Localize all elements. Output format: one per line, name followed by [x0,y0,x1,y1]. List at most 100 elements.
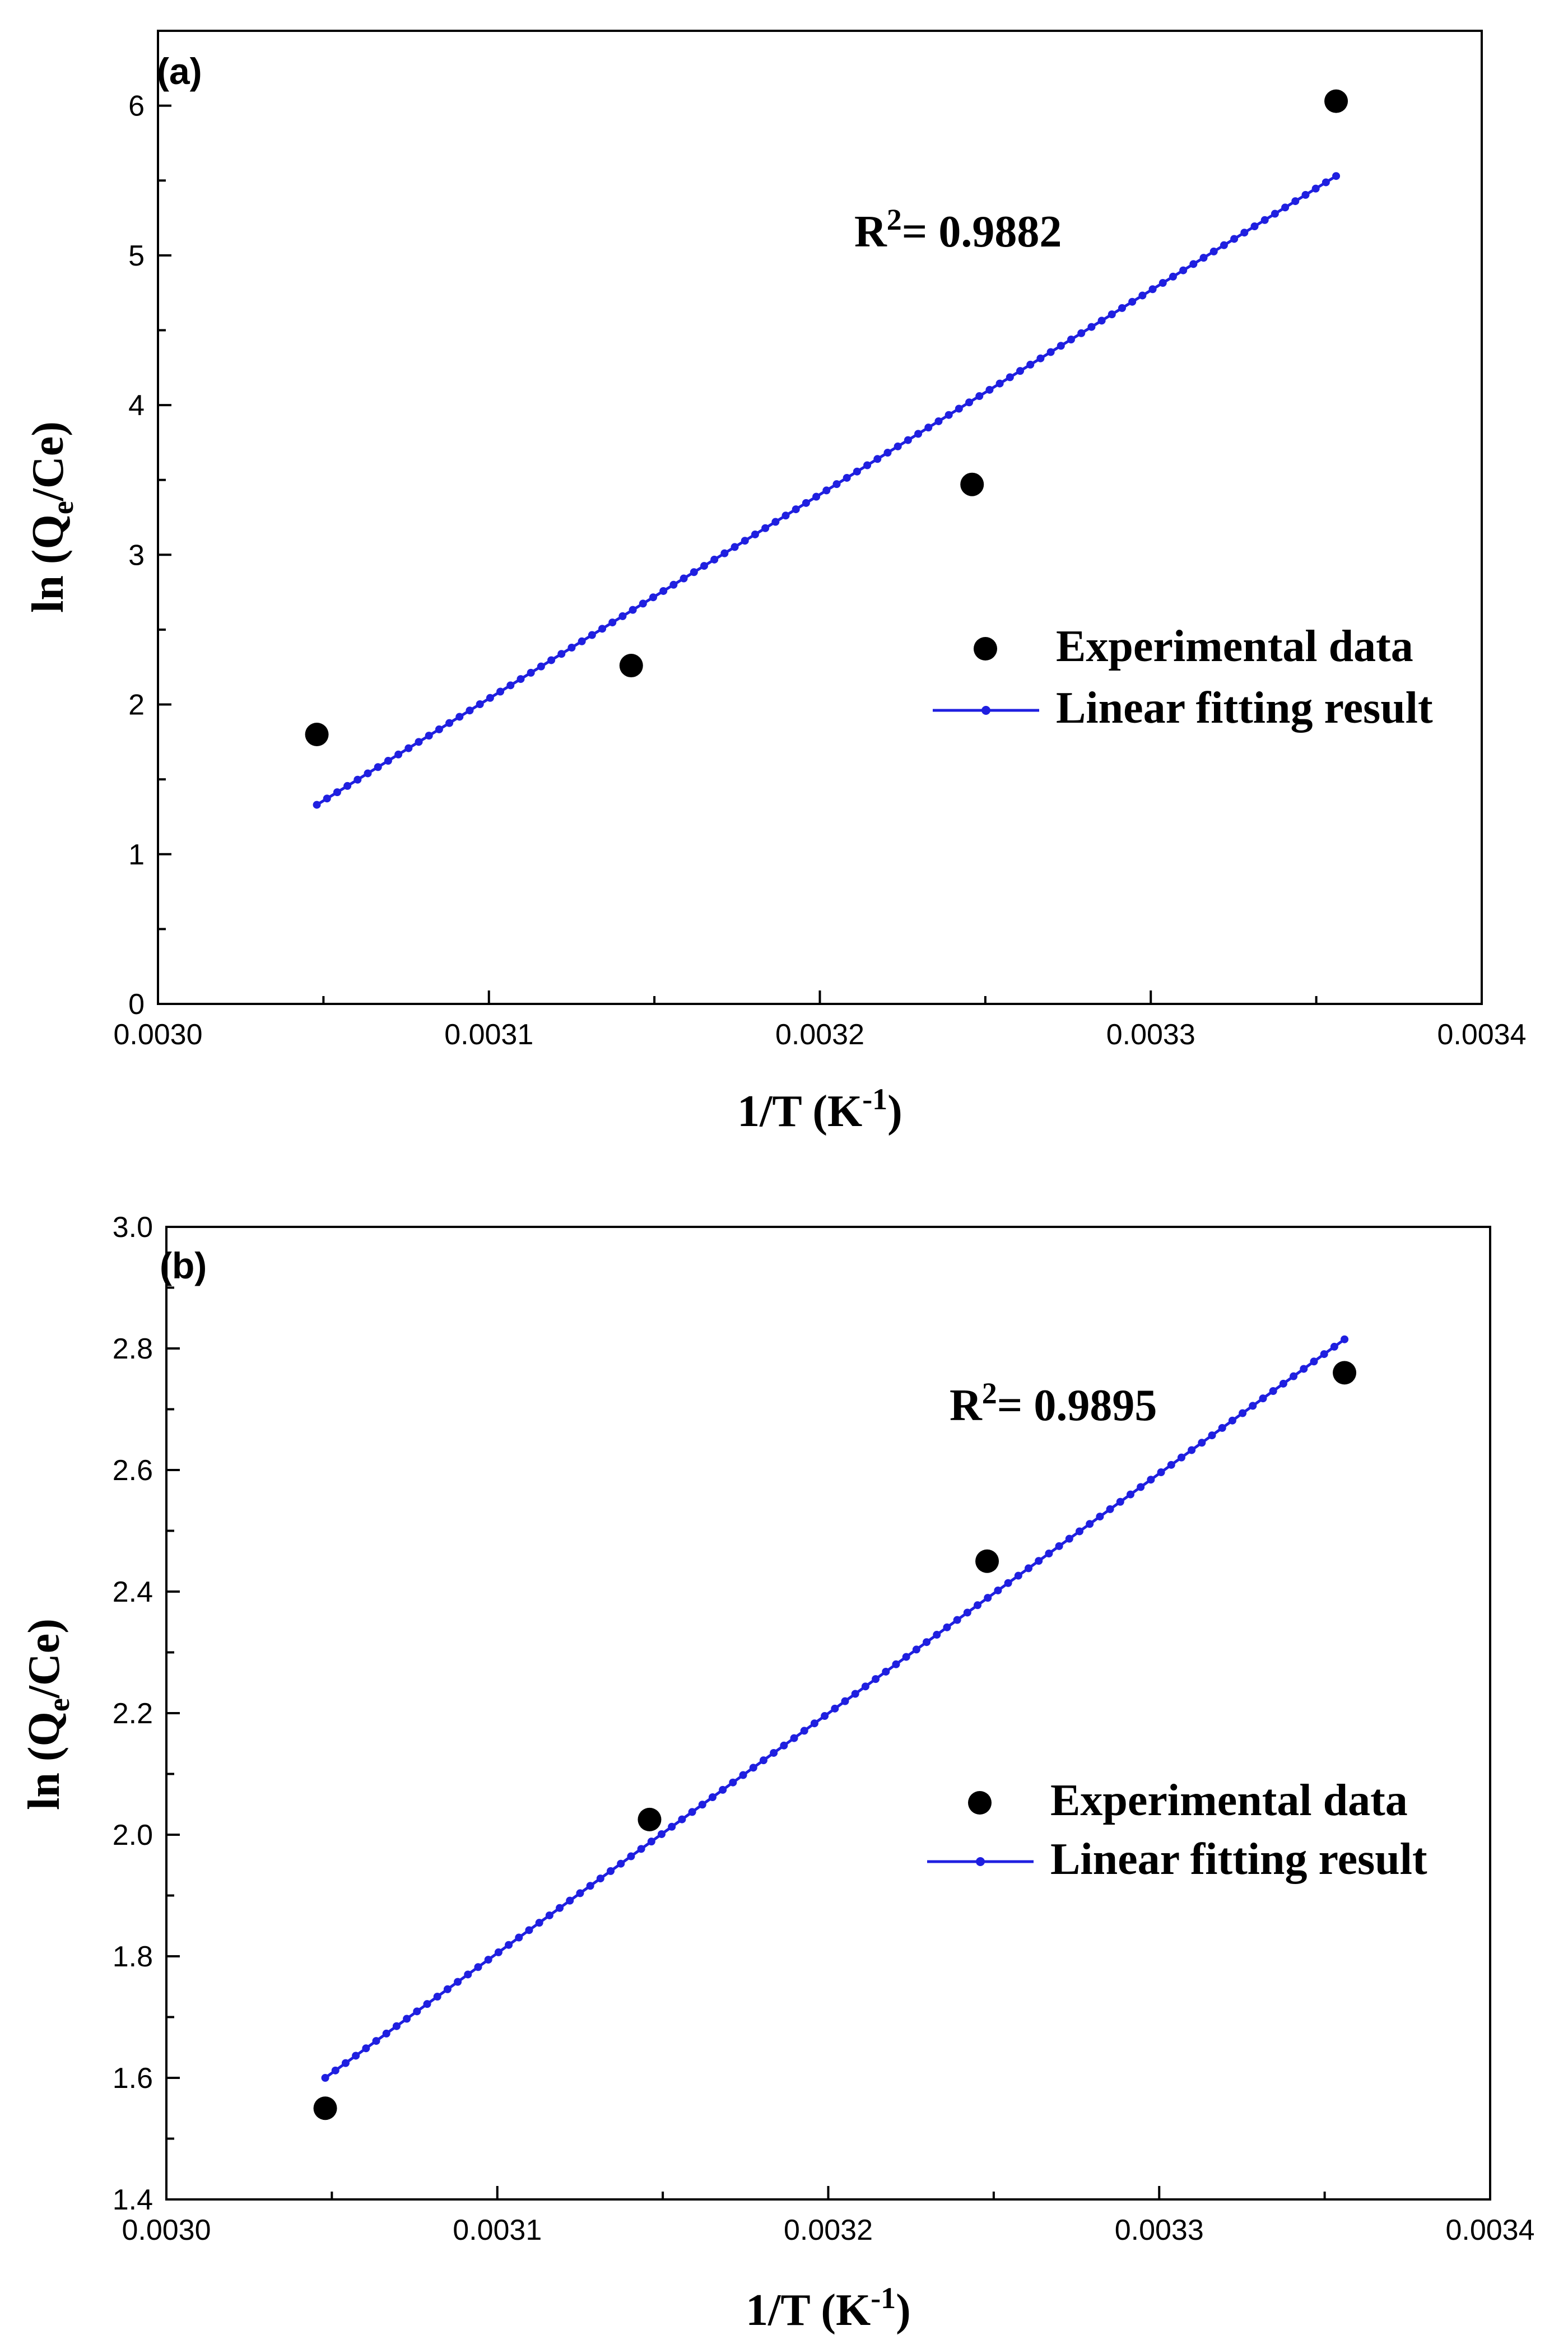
fit-line-marker [598,625,607,633]
panel-label: (b) [160,1245,207,1286]
fit-line-marker [1239,1409,1247,1417]
fit-line-marker [843,473,851,482]
y-tick-label: 1 [128,839,145,871]
fit-line-marker [1016,367,1025,375]
fit-line-marker [700,562,708,570]
x-axis-label: 1/T (K-1) [746,2281,911,2335]
fit-line-marker [425,732,433,740]
fit-line-marker [1035,1557,1043,1565]
fit-line-marker [364,769,372,778]
fit-line-series [313,172,1341,809]
fit-line-marker [974,1601,982,1610]
fit-line-marker [812,492,821,501]
x-tick-label: 0.0034 [1437,1018,1526,1051]
y-tick-label: 2 [128,689,145,722]
plot-frame [157,30,1483,1005]
fit-line-marker [588,631,596,639]
fit-line-marker [1279,1379,1287,1388]
fit-line-marker [934,417,943,425]
fit-line-marker [1169,272,1177,281]
fit-line-marker [515,1933,523,1942]
x-tick-label: 0.0033 [1106,1018,1195,1051]
fit-line-marker [863,461,872,469]
fit-line-marker [1065,1534,1073,1543]
fit-line-marker [771,518,780,526]
fit-line-series [321,1335,1349,2082]
fit-line-marker [556,1904,564,1912]
fit-line-marker [435,725,443,733]
fit-line-marker [1300,1365,1308,1373]
fit-line-marker [1158,279,1167,287]
fit-line-marker [1260,216,1269,224]
fit-line-marker [576,1889,584,1897]
fit-line-marker [892,1660,900,1668]
data-point [313,2096,337,2120]
legend-label: Experimental data [1050,1776,1408,1825]
fit-line-marker [1075,1527,1083,1536]
fit-line-marker [1209,247,1218,255]
x-axis-label: 1/T (K-1) [737,1082,902,1136]
data-point [638,1807,662,1831]
fit-line-marker [566,1896,574,1905]
y-tick-label: 1.6 [113,2062,153,2095]
data-point [305,722,329,746]
fit-line-marker [678,1815,686,1824]
fit-line-marker [494,1948,502,1956]
fit-line-marker [1026,360,1035,369]
fit-line-marker [994,1586,1002,1594]
fit-line-marker [567,643,576,652]
fit-line-marker [1067,336,1075,344]
fit-line-marker [1220,241,1228,249]
fit-line-marker [413,2007,421,2016]
fit-line-marker [629,606,637,614]
fit-line-marker [1198,1439,1206,1447]
fit-line-marker [800,1727,808,1735]
data-point [619,654,643,678]
fit-line-marker [710,555,719,564]
fit-line-marker [341,2059,350,2067]
fit-line-marker [353,775,362,784]
fit-line-marker [627,1852,635,1860]
fit-line-marker [1157,1468,1165,1477]
fit-line-marker [1014,1571,1022,1580]
r-squared-annotation: R2= 0.9882 [854,203,1062,257]
fit-line-marker [392,2022,401,2030]
fit-line-marker [975,392,984,401]
fit-line-marker [617,1859,625,1868]
fit-line-marker [466,706,474,715]
y-tick-label: 6 [128,90,145,123]
fit-line-marker [741,537,749,545]
fit-line-marker [1128,297,1137,306]
fit-line-marker [1322,178,1330,187]
fit-line-marker [535,1919,543,1927]
fit-line-marker [873,455,882,463]
fit-line-marker [1189,260,1198,268]
fit-line-marker [443,1985,452,1993]
fit-line-marker [1199,254,1208,262]
fit-line-marker [333,788,341,797]
fit-line-marker [647,1838,655,1846]
fit-line-marker [690,568,698,576]
fit-line-marker [1025,1564,1033,1573]
fit-line-marker [382,2029,390,2038]
fit-line-marker [596,1874,604,1883]
fit-line-marker [761,524,770,532]
fit-line-marker [657,1830,666,1838]
y-tick-label: 3.0 [113,1211,153,1244]
fit-line-marker [944,411,953,419]
fit-line-marker [1208,1431,1216,1440]
legend-label: Linear fitting result [1050,1835,1427,1884]
fit-line-marker [955,404,963,413]
fit-line-marker [832,480,841,489]
fit-line-marker [933,1631,941,1639]
fit-line-marker [1269,1387,1277,1396]
data-point [975,1549,999,1573]
fit-line-marker [525,1926,533,1934]
fit-line-marker [912,1645,920,1654]
legend-label: Experimental data [1056,622,1413,671]
fit-line-marker [669,580,678,589]
fit-line-marker [1311,184,1320,193]
y-tick-label: 5 [128,240,145,272]
fit-line-marker [1148,285,1157,294]
fit-line-marker [415,738,423,746]
